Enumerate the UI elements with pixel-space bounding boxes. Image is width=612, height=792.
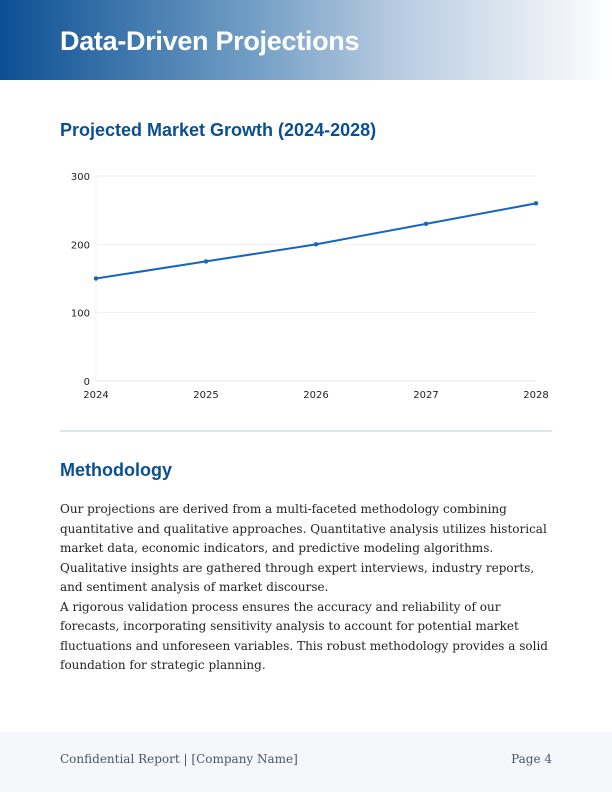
y-tick-label: 100	[71, 309, 90, 320]
page-header: Data-Driven Projections	[0, 0, 612, 80]
chart-section-title: Projected Market Growth (2024-2028)	[60, 120, 377, 140]
data-point	[203, 259, 209, 264]
methodology-paragraph: Our projections are derived from a multi…	[60, 502, 547, 594]
footer-company: Confidential Report | [Company Name]	[60, 752, 298, 766]
data-point	[313, 242, 319, 247]
data-point	[533, 201, 539, 206]
page-footer: Confidential Report | [Company Name] Pag…	[0, 732, 612, 792]
x-tick-label: 2025	[193, 390, 218, 401]
x-tick-label: 2028	[523, 390, 548, 401]
x-tick-label: 2024	[83, 390, 108, 401]
data-point	[93, 276, 99, 281]
x-tick-label: 2026	[303, 390, 328, 401]
methodology-title: Methodology	[60, 460, 172, 480]
series-line	[95, 202, 537, 280]
page-title: Data-Driven Projections	[60, 26, 360, 56]
y-tick-label: 200	[71, 240, 90, 251]
market-growth-chart: 0 100 200 300 2024 2025 2026 2027 2028	[71, 172, 549, 401]
methodology-text: Our projections are derived from a multi…	[60, 500, 555, 676]
y-tick-label: 0	[84, 377, 90, 388]
y-tick-label: 300	[71, 172, 90, 183]
page-number: Page 4	[511, 752, 552, 766]
methodology-paragraph: A rigorous validation process ensures th…	[60, 599, 548, 673]
data-point	[423, 221, 429, 227]
section-divider	[60, 430, 552, 432]
x-tick-label: 2027	[413, 390, 438, 401]
